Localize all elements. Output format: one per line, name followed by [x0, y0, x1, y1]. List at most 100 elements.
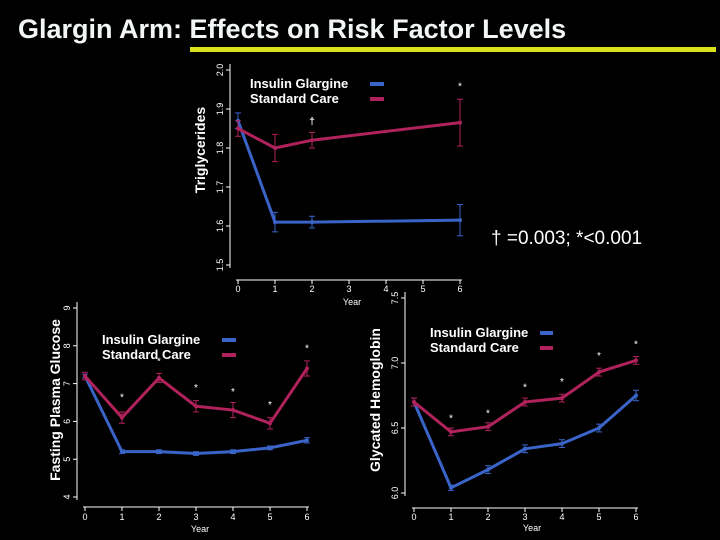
y-tick-label: 9 [62, 305, 72, 310]
significance-marker: * [634, 339, 638, 350]
significance-marker: † [309, 117, 315, 128]
data-point-standard [597, 370, 601, 375]
data-point-standard [412, 400, 416, 404]
legend-label-glargine: Insulin Glargine [430, 325, 528, 340]
x-tick-label: 1 [448, 512, 453, 522]
x-tick-label: 2 [485, 512, 490, 522]
x-tick-label: 0 [411, 512, 416, 522]
data-point-standard [236, 126, 240, 131]
data-point-standard [560, 396, 564, 401]
x-tick-label: 2 [309, 284, 314, 294]
series-line-glargine [236, 120, 461, 224]
x-tick-label: 0 [235, 284, 240, 294]
legend-label-standard: Standard Care [250, 91, 339, 106]
x-tick-label: 3 [346, 284, 351, 294]
x-axis-label: Year [523, 523, 541, 533]
x-axis-label: Year [191, 524, 209, 534]
y-tick-label: 1.6 [215, 220, 225, 233]
x-tick-label: 4 [230, 512, 235, 522]
y-tick-label: 5 [62, 457, 72, 462]
data-point-standard [305, 366, 309, 371]
y-axis-label: Fasting Plasma Glucose [47, 319, 63, 481]
data-point-glargine [560, 441, 564, 446]
data-point-glargine [458, 218, 462, 223]
x-tick-label: 5 [596, 512, 601, 522]
data-point-standard [231, 408, 235, 413]
significance-marker: * [120, 393, 124, 404]
significance-marker: * [523, 382, 527, 393]
data-point-glargine [231, 449, 235, 454]
y-tick-label: 4 [62, 494, 72, 499]
y-tick-label: 7.5 [390, 292, 400, 305]
title-underline [190, 47, 716, 52]
data-point-glargine [634, 393, 638, 398]
significance-marker: * [194, 383, 198, 394]
data-point-glargine [157, 449, 161, 454]
data-point-standard [523, 400, 527, 404]
significance-marker: * [449, 414, 453, 425]
legend-label-glargine: Insulin Glargine [250, 76, 348, 91]
significance-marker: * [305, 343, 309, 354]
slide-title: Glargin Arm: Effects on Risk Factor Leve… [18, 14, 567, 44]
data-point-glargine [305, 438, 309, 443]
data-point-standard [120, 415, 124, 420]
y-tick-label: 6.5 [390, 422, 400, 435]
data-point-standard [310, 138, 314, 143]
data-point-glargine [273, 220, 277, 225]
series-line-standard [237, 121, 461, 150]
chart-2: 4 5 6 7 8 9 0 1 2 3 4 5 6 Year Fasting Plasma Glucose *… [47, 302, 310, 534]
data-point-standard [634, 358, 638, 363]
x-axis-label: Year [343, 297, 361, 307]
significance-marker: * [458, 82, 462, 93]
data-point-glargine [310, 220, 314, 225]
data-point-standard [449, 429, 453, 434]
y-tick-label: 7.0 [390, 357, 400, 370]
data-point-standard [83, 374, 87, 379]
x-tick-label: 6 [633, 512, 638, 522]
legend-label-glargine: Insulin Glargine [102, 332, 200, 347]
data-point-standard [458, 120, 462, 125]
data-point-standard [157, 375, 161, 380]
y-tick-label: 2.0 [215, 64, 225, 77]
significance-marker: * [486, 408, 490, 419]
x-tick-label: 0 [82, 512, 87, 522]
x-tick-label: 6 [457, 284, 462, 294]
y-tick-label: 1.7 [215, 181, 225, 194]
y-axis-label: Glycated Hemoglobin [367, 328, 383, 472]
significance-marker: * [157, 357, 161, 368]
x-tick-label: 4 [559, 512, 564, 522]
series-line-standard [83, 367, 309, 425]
y-tick-label: 1.5 [215, 259, 225, 272]
y-tick-label: 6.0 [390, 487, 400, 500]
legend-label-standard: Standard Care [430, 340, 519, 355]
significance-marker: * [268, 400, 272, 411]
x-tick-label: 1 [272, 284, 277, 294]
series-line-standard [413, 358, 637, 434]
data-point-glargine [120, 449, 124, 454]
data-point-standard [486, 424, 490, 429]
data-point-standard [273, 146, 277, 150]
x-tick-label: 5 [267, 512, 272, 522]
data-point-standard [268, 421, 272, 426]
y-axis-label: Triglycerides [192, 107, 208, 194]
x-tick-label: 3 [522, 512, 527, 522]
y-tick-label: 7 [62, 381, 72, 386]
y-tick-label: 1.9 [215, 103, 225, 116]
significance-marker: * [560, 377, 564, 388]
significance-marker: * [231, 387, 235, 398]
y-tick-label: 6 [62, 419, 72, 424]
x-tick-label: 3 [193, 512, 198, 522]
x-tick-label: 6 [304, 512, 309, 522]
chart-3: 6.0 6.5 7.0 7.5 0 1 2 3 4 5 6 Year Glycated Hemoglob… [367, 292, 639, 533]
data-point-standard [194, 404, 198, 409]
data-point-glargine [486, 467, 490, 472]
data-point-glargine [194, 451, 198, 456]
legend-label-standard: Standard Care [102, 347, 191, 362]
significance-marker: * [597, 351, 601, 362]
data-point-glargine [523, 446, 527, 451]
y-tick-label: 8 [62, 343, 72, 348]
x-tick-label: 2 [156, 512, 161, 522]
